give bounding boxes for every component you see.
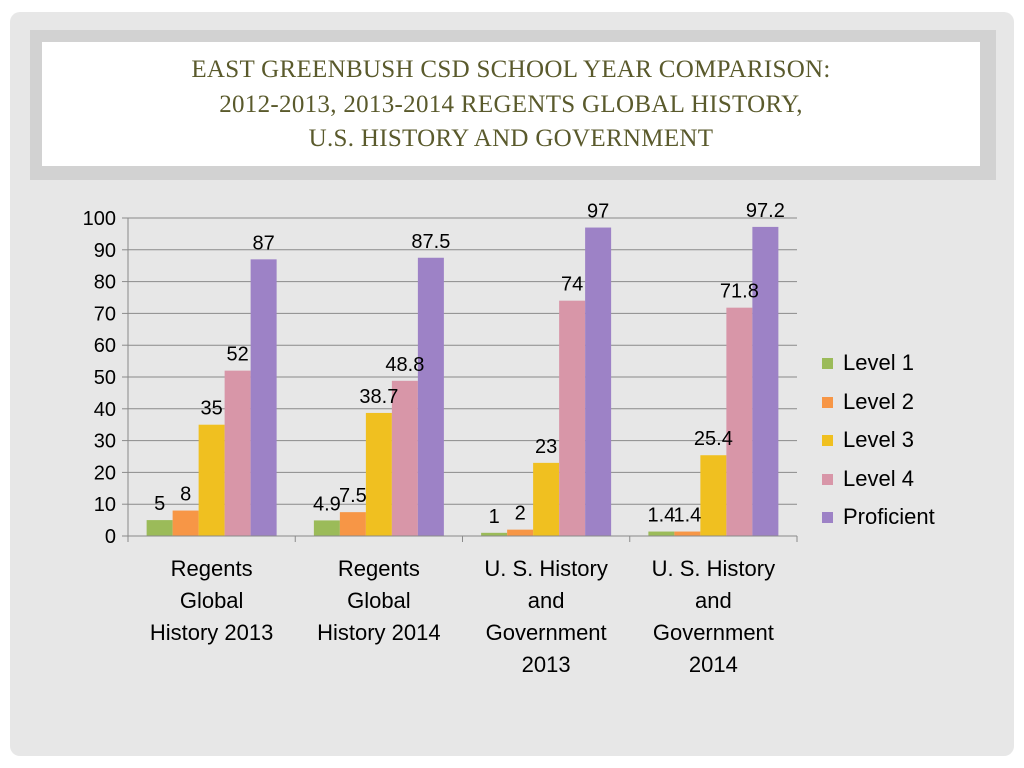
- bar-level-4: [391, 380, 418, 536]
- bar-level-4: [726, 307, 753, 536]
- legend-label-proficient: Proficient: [843, 504, 935, 529]
- bar-level-1: [648, 531, 675, 536]
- y-tick-label: 40: [94, 399, 116, 421]
- data-label: 2: [515, 503, 526, 525]
- legend-item-level-1: Level 1: [822, 348, 914, 378]
- data-label: 71.8: [720, 281, 759, 303]
- bar-level-1: [481, 532, 508, 536]
- slide-title-line-1: EAST GREENBUSH CSD SCHOOL YEAR COMPARISO…: [191, 56, 831, 83]
- data-label: 52: [227, 344, 249, 366]
- legend-swatch-level-4: [822, 473, 833, 485]
- legend-swatch-level-3: [822, 434, 833, 446]
- bar-level-3: [533, 462, 560, 536]
- bar-level-2: [674, 531, 701, 536]
- y-tick-label: 70: [94, 303, 116, 325]
- x-category-label: Government: [653, 620, 774, 645]
- legend-label-level-1: Level 1: [843, 350, 914, 375]
- bar-level-2: [339, 512, 366, 536]
- x-category-label: History 2014: [317, 620, 441, 645]
- data-label: 1.4: [647, 505, 675, 527]
- bar-level-2: [172, 510, 199, 536]
- x-category-label: 2013: [522, 652, 571, 677]
- y-tick-label: 80: [94, 272, 116, 294]
- legend-item-level-4: Level 4: [822, 464, 914, 494]
- data-label: 23: [535, 436, 557, 458]
- data-label: 25.4: [694, 428, 733, 450]
- data-label: 1: [489, 506, 500, 528]
- legend-label-level-3: Level 3: [843, 427, 914, 452]
- x-category-label: Government: [486, 620, 607, 645]
- data-label: 1.4: [673, 505, 701, 527]
- legend-item-level-3: Level 3: [822, 425, 914, 455]
- legend-swatch-level-2: [822, 396, 833, 408]
- x-category-label: History 2013: [150, 620, 274, 645]
- legend-swatch-proficient: [822, 511, 833, 523]
- legend-swatch-level-1: [822, 357, 833, 369]
- data-label: 97.2: [746, 200, 785, 222]
- data-label: 8: [180, 484, 191, 506]
- x-category-label: Regents: [171, 556, 253, 581]
- bar-proficient: [752, 226, 779, 537]
- x-category-label: Global: [347, 588, 411, 613]
- y-tick-label: 100: [83, 208, 116, 230]
- bar-level-4: [224, 370, 251, 536]
- data-label: 97: [587, 201, 609, 223]
- x-category-label: Regents: [338, 556, 420, 581]
- bar-level-1: [146, 520, 173, 536]
- x-category-label: Global: [180, 588, 244, 613]
- data-label: 48.8: [385, 354, 424, 376]
- x-category-label: U. S. History: [484, 556, 607, 581]
- y-tick-label: 60: [94, 335, 116, 357]
- legend-item-level-2: Level 2: [822, 387, 914, 417]
- title-box: [42, 42, 980, 166]
- legend-label-level-2: Level 2: [843, 389, 914, 414]
- x-category-label: 2014: [689, 652, 738, 677]
- data-label: 35: [201, 398, 223, 420]
- slide-title-line-3: U.S. HISTORY AND GOVERNMENT: [308, 125, 714, 152]
- legend-item-proficient: Proficient: [822, 502, 935, 532]
- data-label: 5: [154, 493, 165, 515]
- y-tick-label: 20: [94, 462, 116, 484]
- bar-level-2: [507, 529, 534, 536]
- slide-title-line-2: 2012-2013, 2013-2014 REGENTS GLOBAL HIST…: [219, 91, 803, 118]
- y-tick-label: 30: [94, 431, 116, 453]
- bar-level-3: [700, 455, 727, 536]
- data-label: 4.9: [313, 493, 341, 515]
- legend-label-level-4: Level 4: [843, 466, 914, 491]
- bar-level-1: [313, 520, 340, 536]
- data-label: 74: [561, 274, 583, 296]
- data-label: 7.5: [339, 485, 367, 507]
- data-label: 87.5: [411, 231, 450, 253]
- bar-proficient: [417, 257, 444, 536]
- y-tick-label: 90: [94, 240, 116, 262]
- bar-level-3: [198, 424, 225, 536]
- y-tick-label: 50: [94, 367, 116, 389]
- y-tick-label: 10: [94, 494, 116, 516]
- bar-level-3: [365, 412, 392, 536]
- x-category-label: and: [695, 588, 732, 613]
- x-category-label: U. S. History: [652, 556, 775, 581]
- bar-level-4: [559, 300, 586, 536]
- bar-proficient: [585, 227, 612, 537]
- bar-proficient: [250, 259, 277, 536]
- data-label: 87: [253, 232, 275, 254]
- x-category-label: and: [528, 588, 565, 613]
- data-label: 38.7: [359, 386, 398, 408]
- y-tick-label: 0: [105, 526, 116, 548]
